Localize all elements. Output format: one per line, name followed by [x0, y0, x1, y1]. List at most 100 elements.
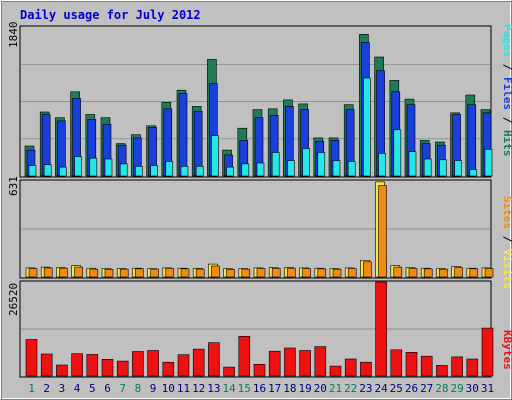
sites-bar [393, 266, 403, 278]
sites-bar [256, 268, 266, 278]
kbytes-bar [284, 347, 296, 377]
pages-bar [378, 153, 386, 177]
sites-bar [378, 185, 387, 278]
sites-bar [408, 268, 418, 278]
pages-bar [241, 163, 250, 177]
kbytes-bar [101, 358, 114, 377]
sites-bar [119, 268, 129, 278]
sites-bar [423, 268, 433, 278]
sites-bar [104, 269, 114, 278]
files-bar [467, 104, 477, 177]
pages-bar [302, 148, 310, 177]
legend-pages-files-hits: Pages / Files / Hits [501, 24, 512, 157]
x-tick-label: 13 [207, 382, 220, 395]
y-tick-top-panel: 1840 [7, 22, 20, 49]
kbytes-bar [405, 351, 418, 377]
sites-bar [241, 268, 251, 278]
kbytes-bar [466, 358, 479, 377]
x-tick-label: 25 [390, 382, 403, 395]
x-tick-label: 8 [135, 382, 142, 395]
x-tick-label: 3 [59, 382, 66, 395]
sites-bar [89, 268, 99, 278]
pages-bar [317, 152, 326, 177]
x-tick-label: 16 [253, 382, 266, 395]
kbytes-bar [375, 281, 387, 377]
kbytes-bar [344, 358, 357, 377]
kbytes-bar [329, 365, 342, 377]
pages-bar [408, 151, 417, 177]
kbytes-bar [223, 366, 235, 377]
pages-bar [211, 135, 219, 177]
pages-bar [226, 166, 234, 177]
sites-bar [226, 269, 235, 278]
sites-bar [347, 268, 357, 278]
pages-bar [347, 161, 356, 177]
x-tick-label: 14 [222, 382, 236, 395]
sites-bar [74, 266, 83, 278]
x-tick-label: 4 [74, 382, 81, 395]
pages-bar [423, 158, 432, 177]
legend-sites-visits: Sites / Visits [501, 196, 512, 289]
x-tick-label: 22 [344, 382, 357, 395]
x-tick-label: 24 [374, 382, 388, 395]
pages-bar [332, 160, 341, 177]
kbytes-bar [177, 354, 190, 377]
sites-bar [180, 268, 190, 278]
kbytes-bar [360, 361, 372, 377]
pages-bar [135, 166, 143, 177]
x-tick-label: 7 [119, 382, 126, 395]
pages-bar [469, 169, 478, 177]
pages-bar [59, 166, 67, 177]
legend-kbytes: KBytes [501, 330, 512, 370]
x-tick-label: 10 [162, 382, 175, 395]
sites-bar [454, 267, 463, 278]
x-tick-label: 2 [43, 382, 50, 395]
pages-bar [150, 165, 158, 177]
pages-bar [28, 165, 37, 177]
x-tick-label: 1 [28, 382, 35, 395]
files-bar [178, 93, 188, 177]
sites-bar [59, 267, 68, 278]
sites-bar [439, 268, 448, 278]
pages-bar [256, 162, 265, 177]
kbytes-bar [420, 355, 433, 377]
x-tick-label: 17 [268, 382, 281, 395]
x-tick-label: 29 [450, 382, 463, 395]
sites-bar [195, 268, 205, 278]
x-tick-label: 6 [104, 382, 111, 395]
sites-bar [211, 265, 220, 278]
x-tick-label: 30 [466, 382, 479, 395]
y-tick-middle-panel: 631 [7, 176, 20, 196]
sites-bar [317, 268, 327, 278]
kbytes-bar [40, 353, 53, 377]
kbytes-bar [238, 335, 251, 377]
x-tick-label: 18 [283, 382, 296, 395]
x-tick-label: 15 [238, 382, 251, 395]
x-tick-label: 23 [359, 382, 372, 395]
kbytes-bar [314, 346, 327, 377]
x-tick-label: 12 [192, 382, 205, 395]
sites-bar [287, 267, 296, 278]
kbytes-bar [451, 356, 463, 377]
pages-bar [439, 159, 447, 177]
pages-bar [287, 160, 295, 177]
sites-bar [135, 268, 144, 278]
kbytes-bar [299, 350, 311, 377]
kbytes-bar [25, 339, 38, 377]
x-tick-label: 20 [314, 382, 327, 395]
kbytes-bar [71, 353, 83, 377]
chart-title: Daily usage for July 2012 [20, 8, 201, 22]
pages-bar [74, 156, 82, 177]
sites-bar [150, 268, 159, 278]
kbytes-bar [436, 365, 448, 377]
pages-bar [195, 166, 204, 177]
x-tick-label: 11 [177, 382, 190, 395]
sites-bar [271, 267, 281, 278]
x-tick-label: 26 [405, 382, 418, 395]
x-tick-label: 27 [420, 382, 433, 395]
kbytes-bar [268, 350, 281, 377]
pages-bar [271, 152, 280, 177]
sites-bar [469, 268, 479, 278]
